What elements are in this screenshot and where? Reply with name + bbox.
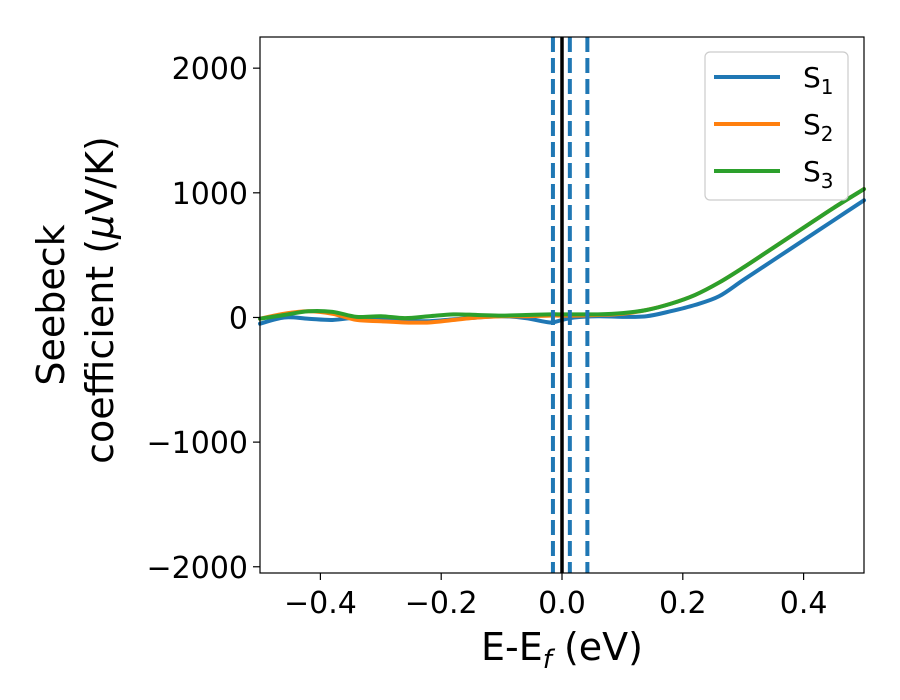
legend: S1 S2 S3 — [704, 51, 849, 201]
y-axis-title-line1: Seebeck — [29, 224, 73, 385]
x-axis-ticks: −0.4 −0.2 0.0 0.2 0.4 — [284, 573, 827, 621]
x-tick-label: −0.2 — [405, 586, 478, 621]
y-tick-label: −1000 — [147, 426, 248, 461]
y-tick-label: 1000 — [172, 177, 248, 212]
legend-label-s1: S1 — [803, 61, 834, 99]
x-tick-label: 0.2 — [659, 586, 707, 621]
y-axis-ticks: 2000 1000 0 −1000 −2000 — [147, 52, 260, 586]
x-axis-title: E-Ef (eV) — [481, 625, 643, 675]
legend-label-s3: S3 — [803, 155, 834, 193]
y-axis-title-line2: coefficient (μV/K) — [78, 136, 122, 464]
y-tick-label: −2000 — [147, 551, 248, 586]
x-tick-label: 0.4 — [780, 586, 828, 621]
x-axis-title-unit: (eV) — [552, 625, 643, 669]
plot-marks — [258, 37, 866, 573]
mu-symbol: μ — [78, 215, 122, 240]
x-tick-label: −0.4 — [284, 586, 357, 621]
series-line-s3 — [258, 187, 866, 321]
y-tick-label: 2000 — [172, 52, 248, 87]
y-tick-label: 0 — [229, 301, 248, 336]
legend-label-s2: S2 — [803, 108, 834, 146]
x-tick-label: 0.0 — [538, 586, 586, 621]
